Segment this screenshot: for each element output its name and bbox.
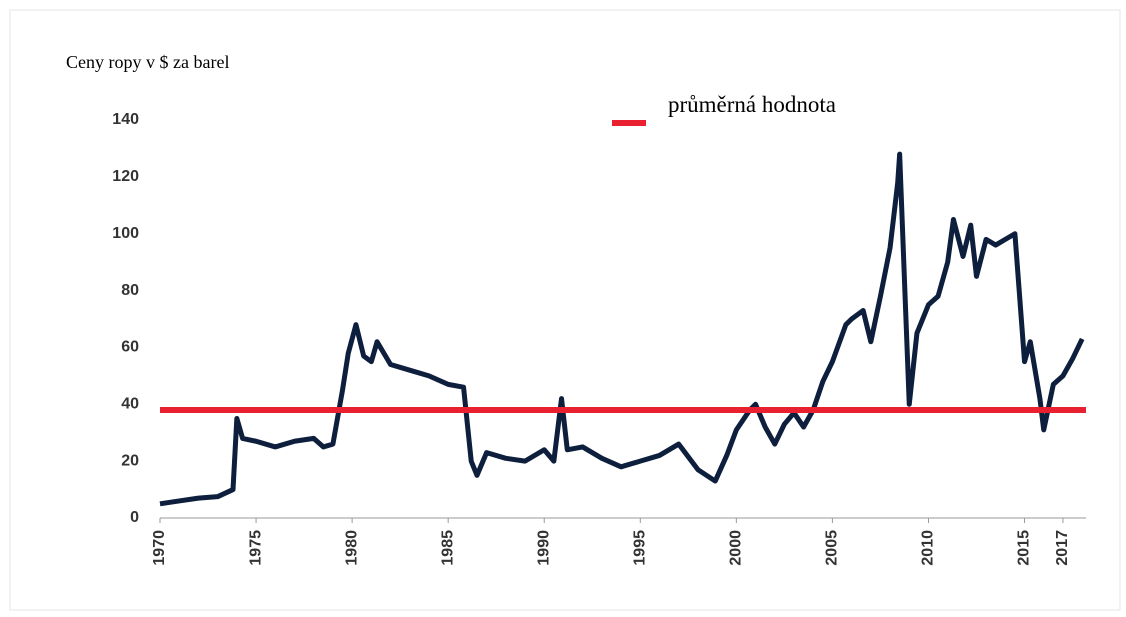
x-tick-label: 2010 (920, 530, 937, 566)
y-tick-label: 140 (112, 111, 139, 128)
x-tick-label: 1975 (247, 530, 264, 566)
chart-title: Ceny ropy v $ za barel (66, 52, 229, 72)
x-tick-label: 1980 (343, 530, 360, 566)
x-tick-label: 2000 (728, 530, 745, 566)
x-tick-label: 1990 (535, 530, 552, 566)
frame (9, 9, 1121, 611)
x-tick-label: 1985 (439, 530, 456, 566)
x-tick-label: 1970 (151, 530, 168, 566)
legend-label: průměrná hodnota (668, 92, 836, 117)
x-tick-label: 2017 (1054, 530, 1071, 566)
x-tick-label: 2005 (824, 530, 841, 566)
y-tick-label: 20 (121, 452, 139, 469)
y-tick-label: 40 (121, 396, 139, 413)
y-tick-label: 120 (112, 168, 139, 185)
y-tick-label: 0 (130, 509, 139, 526)
x-tick-label: 1995 (632, 530, 649, 566)
y-tick-label: 60 (121, 339, 139, 356)
y-tick-label: 100 (112, 225, 139, 242)
price-line (159, 151, 1085, 507)
y-tick-label: 80 (121, 282, 139, 299)
x-tick-label: 2015 (1016, 530, 1033, 566)
